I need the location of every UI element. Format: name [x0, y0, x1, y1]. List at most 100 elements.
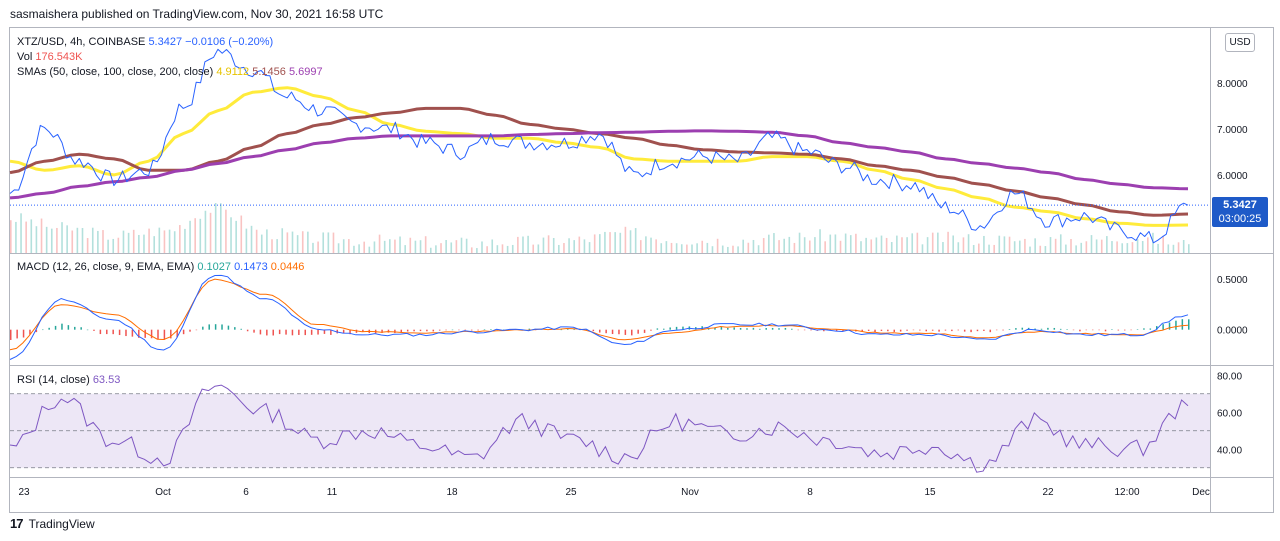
macd-histogram-bar	[54, 325, 57, 330]
volume-bar	[163, 230, 166, 253]
macd-histogram-bar	[976, 329, 979, 332]
macd-histogram-bar	[560, 329, 563, 331]
volume-bar	[629, 230, 632, 253]
volume-bar	[793, 242, 796, 253]
volume-bar	[737, 246, 739, 253]
macd-histogram-bar	[1162, 324, 1164, 330]
volume-bar	[788, 236, 791, 253]
macd-label[interactable]: MACD (12, 26, close, 9, EMA, EMA)	[17, 261, 195, 273]
volume-bar	[547, 235, 550, 253]
volume-label[interactable]: Vol	[17, 51, 33, 63]
tradingview-logo-icon[interactable]: 17	[10, 516, 24, 531]
volume-bar	[76, 227, 79, 253]
macd-histogram-bar	[842, 329, 844, 332]
volume-bar	[983, 235, 985, 253]
macd-histogram-bar	[919, 329, 921, 331]
rsi-label[interactable]: RSI (14, close)	[17, 374, 90, 386]
macd-histogram-bar	[1168, 322, 1171, 330]
volume-bar	[168, 229, 171, 253]
volume-bar	[972, 245, 975, 253]
price-tick-label: 8.0000	[1217, 79, 1248, 90]
volume-bar	[937, 232, 939, 253]
volume-bar	[450, 242, 453, 253]
sma-label[interactable]: SMAs (50, close, 100, close, 200, close)	[17, 66, 214, 78]
volume-bar	[225, 209, 227, 253]
macd-histogram-bar	[605, 329, 607, 334]
currency-button[interactable]: USD	[1225, 33, 1255, 52]
macd-histogram-bar	[720, 327, 723, 330]
macd-histogram-bar	[29, 329, 31, 335]
volume-bar	[1070, 239, 1072, 253]
volume-bar	[957, 242, 960, 253]
volume-bar	[271, 239, 273, 253]
volume-bar	[327, 232, 330, 253]
macd-histogram-bar	[618, 329, 620, 335]
volume-bar	[117, 237, 120, 253]
macd-histogram-bar	[931, 329, 934, 331]
macd-histogram-bar	[118, 329, 121, 336]
macd-histogram-bar	[157, 329, 159, 339]
macd-histogram-bar	[246, 329, 249, 332]
volume-bar	[132, 229, 135, 253]
volume-bar	[609, 232, 611, 253]
volume-bar	[199, 218, 202, 253]
volume-bar	[665, 241, 668, 253]
macd-histogram-bar	[131, 329, 134, 337]
macd-histogram-bar	[791, 328, 793, 330]
volume-bar	[10, 220, 12, 253]
volume-bar	[240, 215, 243, 253]
x-tick-label: 25	[565, 487, 577, 498]
macd-histogram-bar	[1091, 329, 1094, 331]
volume-bar	[680, 244, 683, 253]
volume-bar	[1167, 244, 1170, 253]
macd-histogram-bar	[253, 329, 255, 333]
macd-histogram-bar	[93, 329, 95, 331]
macd-histogram-bar	[797, 329, 799, 331]
volume-value: 176.543K	[35, 51, 83, 63]
volume-bar	[880, 235, 883, 253]
volume-bar	[768, 234, 770, 253]
volume-bar	[696, 243, 698, 253]
volume-bar	[1034, 238, 1036, 253]
volume-bar	[230, 217, 232, 253]
brand-name[interactable]: TradingView	[28, 517, 95, 531]
volume-bar	[583, 239, 586, 253]
volume-bar	[624, 226, 627, 253]
macd-histogram-bar	[426, 329, 428, 332]
macd-histogram-bar	[714, 327, 716, 330]
volume-bar	[1141, 241, 1144, 253]
volume-bar	[476, 248, 478, 253]
macd-histogram-bar	[951, 329, 953, 332]
series-line-macd	[9, 274, 1189, 360]
macd-histogram-bar	[406, 329, 409, 332]
volume-bar	[757, 245, 760, 253]
macd-histogram-bar	[1059, 328, 1062, 330]
volume-bar	[650, 237, 652, 253]
volume-bar	[138, 234, 140, 253]
macd-histogram-bar	[944, 329, 947, 331]
volume-bar	[435, 245, 437, 253]
volume-bar	[558, 244, 560, 253]
volume-bar	[1075, 245, 1077, 253]
macd-histogram-bar	[259, 329, 262, 335]
macd-histogram-bar	[1111, 329, 1113, 330]
macd-histogram-bar	[61, 323, 63, 330]
volume-bars	[10, 203, 1190, 253]
volume-bar	[1162, 235, 1164, 253]
macd-histogram-bar	[202, 326, 204, 330]
volume-bar	[855, 233, 857, 253]
volume-bar	[373, 241, 376, 253]
symbol-label[interactable]: XTZ/USD, 4h, COINBASE	[17, 36, 146, 48]
macd-histogram-bar	[221, 324, 223, 330]
macd-histogram-bar	[413, 329, 415, 332]
macd-histogram-bar	[739, 327, 742, 330]
volume-bar	[179, 225, 181, 253]
badge-price: 5.3427	[1223, 199, 1257, 212]
volume-bar	[568, 238, 570, 253]
macd-histogram-bar	[1066, 329, 1068, 330]
macd-histogram-bar	[861, 329, 863, 332]
volume-bar	[204, 210, 207, 253]
macd-histogram-bar	[682, 326, 684, 330]
volume-bar	[214, 203, 217, 253]
